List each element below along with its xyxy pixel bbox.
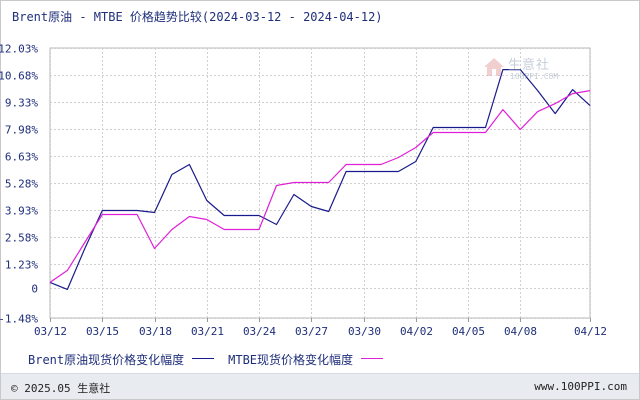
legend-mtbe-swatch	[361, 358, 384, 359]
footer-bar: © 2025.05 生意社 www.100PPI.com	[1, 373, 639, 399]
site-link[interactable]: www.100PPI.com	[534, 380, 627, 393]
x-tick-label: 04/12	[574, 325, 607, 338]
x-tick-label: 03/12	[34, 325, 67, 338]
chart-title: Brent原油 - MTBE 价格趋势比较(2024-03-12 - 2024-…	[12, 10, 383, 24]
legend-brent-swatch	[192, 358, 215, 359]
y-tick-label: 12.03%	[0, 43, 38, 56]
y-tick-label: 0	[31, 283, 38, 296]
watermark: 生意社 100PPI.COM	[482, 52, 582, 86]
legend-brent-label: Brent原油现货价格变化幅度	[28, 353, 185, 367]
x-tick-label: 04/05	[452, 325, 485, 338]
y-tick-label: 9.33%	[5, 97, 38, 110]
x-tick-label: 03/30	[348, 325, 381, 338]
x-tick-label: 03/18	[139, 325, 172, 338]
y-tick-label: 5.28%	[5, 178, 38, 191]
x-tick-label: 03/15	[86, 325, 119, 338]
y-tick-label: 7.98%	[5, 124, 38, 137]
x-tick-label: 04/02	[400, 325, 433, 338]
y-tick-label: 2.58%	[5, 232, 38, 245]
y-tick-label: 3.93%	[5, 205, 38, 218]
y-tick-label: -1.48%	[0, 313, 38, 326]
y-tick-label: 1.23%	[5, 259, 38, 272]
x-tick-label: 03/21	[191, 325, 224, 338]
x-tick-label: 04/08	[504, 325, 537, 338]
x-tick-label: 03/27	[295, 325, 328, 338]
mtbe-series-line	[49, 90, 591, 283]
legend: Brent原油现货价格变化幅度 MTBE现货价格变化幅度	[28, 351, 397, 368]
house-logo-icon	[484, 58, 504, 76]
watermark-name: 生意社	[508, 58, 551, 73]
x-tick-label: 03/24	[243, 325, 276, 338]
legend-mtbe-label: MTBE现货价格变化幅度	[228, 353, 354, 367]
brent-series-line	[49, 68, 591, 290]
copyright-text: © 2025.05 生意社	[11, 382, 111, 395]
y-tick-label: 10.68%	[0, 70, 38, 83]
y-tick-label: 6.63%	[5, 151, 38, 164]
watermark-url: 100PPI.COM	[510, 72, 559, 81]
